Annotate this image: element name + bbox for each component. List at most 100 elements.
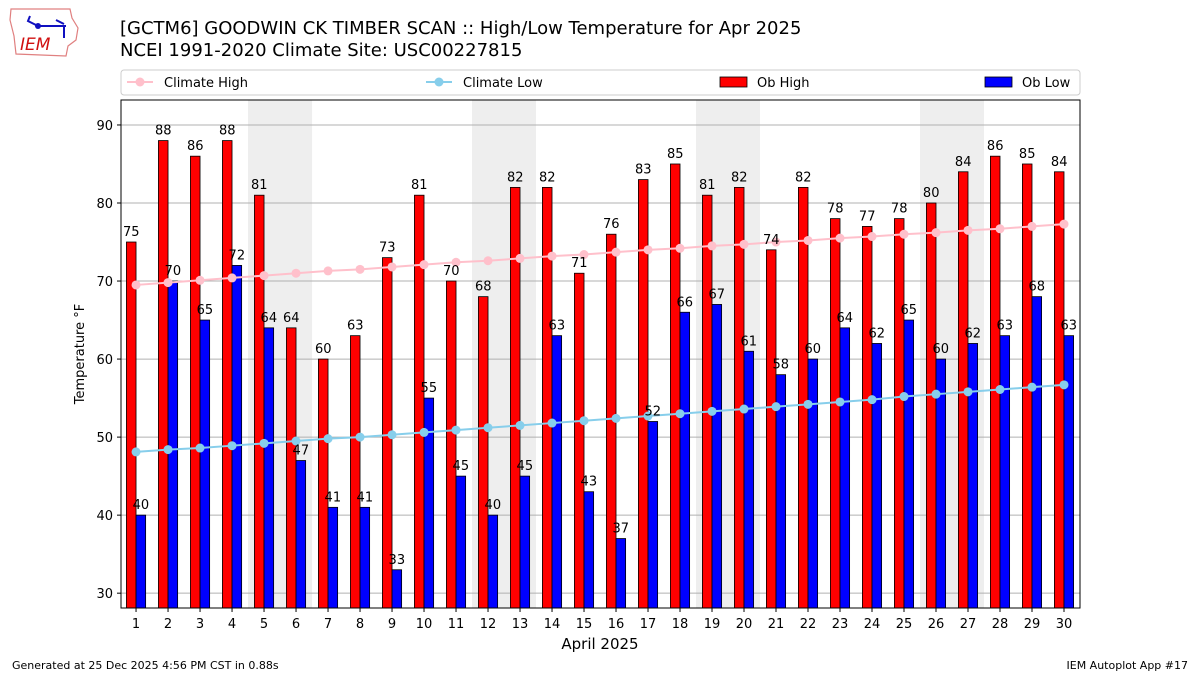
- ob-low-bar: [167, 280, 179, 609]
- climate-low-point: [771, 402, 781, 412]
- climate-low-point: [323, 434, 333, 444]
- ob-high-bar: [894, 218, 905, 609]
- ob-high-label: 88: [219, 124, 236, 139]
- climate-low-point: [355, 432, 365, 442]
- ob-low-bar: [263, 327, 275, 609]
- climate-low-point: [963, 387, 973, 397]
- y-tick-label: 70: [96, 275, 113, 290]
- climate-high-point: [323, 266, 333, 276]
- ob-low-label: 40: [133, 498, 150, 513]
- ob-high-label: 74: [763, 233, 780, 248]
- climate-low-point: [259, 438, 269, 448]
- x-tick-label: 9: [388, 617, 396, 632]
- x-tick-label: 19: [704, 617, 721, 632]
- climate-low-point: [995, 385, 1005, 395]
- y-tick-label: 90: [96, 119, 113, 134]
- ob-high-bar: [862, 226, 873, 609]
- ob-low-bar: [839, 327, 851, 609]
- ob-low-bar: [231, 265, 243, 609]
- climate-low-point: [611, 413, 621, 423]
- ob-low-bar: [871, 343, 883, 609]
- climate-low-point: [227, 441, 237, 451]
- ob-high-label: 82: [731, 170, 748, 185]
- climate-high-point: [739, 239, 749, 249]
- x-tick-label: 12: [480, 617, 497, 632]
- svg-text:IEM: IEM: [20, 35, 51, 55]
- ob-high-bar: [670, 163, 681, 609]
- x-tick-label: 7: [324, 617, 332, 632]
- ob-high-bar: [638, 179, 649, 609]
- y-axis-label: Temperature °F: [73, 304, 88, 405]
- climate-high-point: [803, 235, 813, 245]
- climate-low-point: [867, 395, 877, 405]
- climate-low-point: [291, 436, 301, 446]
- climate-low-point: [707, 406, 717, 416]
- ob-high-label: 78: [827, 202, 844, 217]
- ob-low-label: 68: [1029, 280, 1046, 295]
- climate-low-point: [131, 447, 141, 457]
- climate-high-point: [355, 264, 365, 274]
- ob-high-label: 88: [155, 124, 172, 139]
- ob-low-label: 47: [293, 444, 310, 459]
- climate-low-point: [675, 409, 685, 419]
- climate-low-point: [1027, 382, 1037, 392]
- x-axis-label: April 2025: [561, 635, 638, 653]
- ob-high-bar: [1054, 171, 1065, 609]
- ob-low-label: 52: [645, 404, 662, 419]
- ob-low-bar: [295, 460, 307, 609]
- ob-high-label: 82: [795, 170, 812, 185]
- x-tick-label: 21: [768, 617, 785, 632]
- app-footer: IEM Autoplot App #17: [1066, 659, 1189, 672]
- x-tick-label: 4: [228, 617, 236, 632]
- y-tick-label: 80: [96, 197, 113, 212]
- y-tick-label: 40: [96, 509, 113, 524]
- climate-high-point: [483, 256, 493, 266]
- climate-low-point: [387, 430, 397, 440]
- x-tick-label: 27: [960, 617, 977, 632]
- ob-high-label: 85: [667, 147, 684, 162]
- ob-low-bar: [327, 506, 339, 609]
- climate-low-point: [483, 423, 493, 433]
- climate-low-point: [547, 418, 557, 428]
- climate-high-point: [1027, 221, 1037, 231]
- climate-low-line: [135, 383, 1065, 453]
- legend: Climate High Climate Low Ob High Ob Low: [120, 69, 1081, 96]
- x-tick-label: 14: [544, 617, 561, 632]
- climate-high-point: [643, 245, 653, 255]
- climate-low-point: [1059, 380, 1069, 390]
- climate-high-point: [451, 257, 461, 267]
- ob-low-label: 60: [933, 342, 950, 357]
- ob-high-label: 86: [987, 139, 1004, 154]
- climate-high-point: [547, 251, 557, 261]
- x-tick-label: 24: [864, 617, 881, 632]
- plot-frame: [120, 99, 1081, 609]
- ob-high-label: 86: [187, 139, 204, 154]
- legend-box: [120, 69, 1081, 96]
- y-tick-label: 60: [96, 353, 113, 368]
- ob-high-bar: [222, 140, 233, 609]
- x-tick-label: 3: [196, 617, 204, 632]
- climate-low-point: [899, 392, 909, 402]
- ob-low-label: 33: [389, 553, 406, 568]
- ob-low-bar: [711, 304, 723, 609]
- ob-low-label: 37: [613, 522, 630, 537]
- climate-high-point: [291, 268, 301, 278]
- x-tick-label: 29: [1024, 617, 1041, 632]
- climate-high-point: [867, 232, 877, 242]
- ob-high-bar: [414, 194, 425, 609]
- ob-high-bar: [990, 155, 1001, 609]
- climate-high-point: [899, 229, 909, 239]
- x-tick-label: 18: [672, 617, 689, 632]
- climate-high-point: [419, 260, 429, 270]
- ob-low-bar: [199, 319, 211, 609]
- climate-low-point: [515, 420, 525, 430]
- climate-low-point: [579, 416, 589, 426]
- ob-low-label: 61: [741, 334, 758, 349]
- ob-low-label: 40: [485, 498, 502, 513]
- ob-low-label: 58: [773, 358, 790, 373]
- ob-high-bar: [766, 249, 777, 609]
- ob-high-bar: [158, 140, 169, 609]
- ob-low-bar: [903, 319, 915, 609]
- ob-low-bar: [551, 335, 563, 609]
- iem-logo: IEM: [9, 8, 79, 57]
